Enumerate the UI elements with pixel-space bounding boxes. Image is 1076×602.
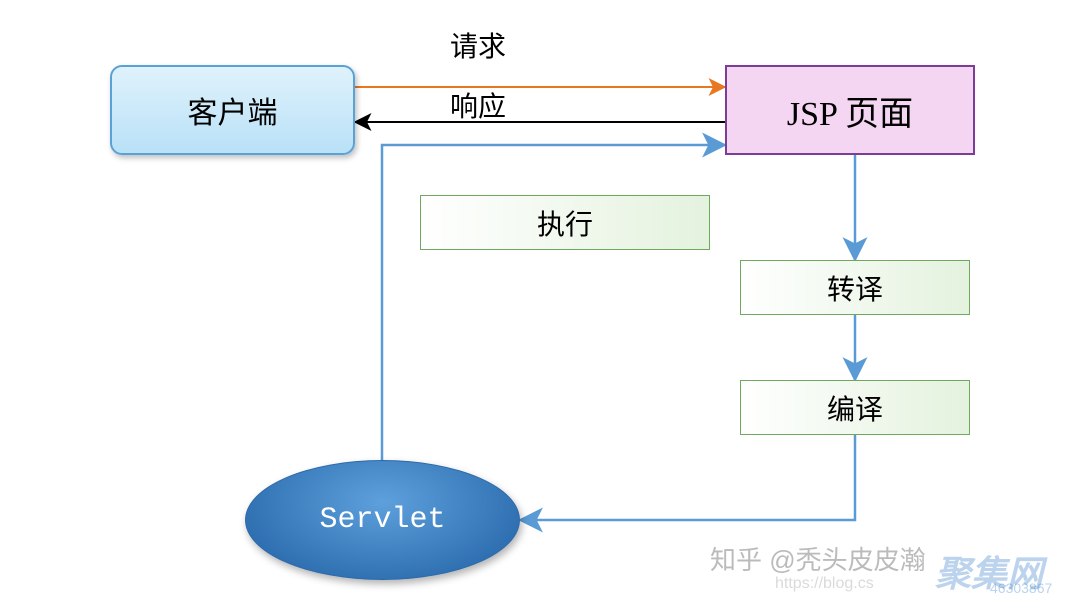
- node-jsp-label: JSP 页面: [787, 86, 913, 135]
- node-compile-label: 编译: [827, 388, 883, 428]
- node-servlet-label: Servlet: [319, 503, 445, 537]
- node-jsp: JSP 页面: [725, 65, 975, 155]
- node-client: 客户端: [110, 65, 355, 155]
- edge-response-label: 响应: [450, 85, 506, 125]
- node-translate-label: 转译: [827, 268, 883, 308]
- node-servlet: Servlet: [245, 460, 520, 580]
- node-compile: 编译: [740, 380, 970, 435]
- watermark-zhihu: 知乎 @秃头皮皮瀚: [710, 540, 926, 577]
- watermark-juji-id: 46303867: [990, 580, 1052, 596]
- node-translate: 转译: [740, 260, 970, 315]
- node-execute: 执行: [420, 195, 710, 250]
- watermark-csdn: https://blog.cs: [775, 575, 874, 593]
- edge-servlet-to-jsp: [382, 145, 725, 460]
- node-execute-label: 执行: [537, 203, 593, 243]
- edge-compile-to-servlet: [520, 435, 855, 520]
- node-client-label: 客户端: [188, 88, 278, 132]
- edge-request-label: 请求: [450, 25, 506, 65]
